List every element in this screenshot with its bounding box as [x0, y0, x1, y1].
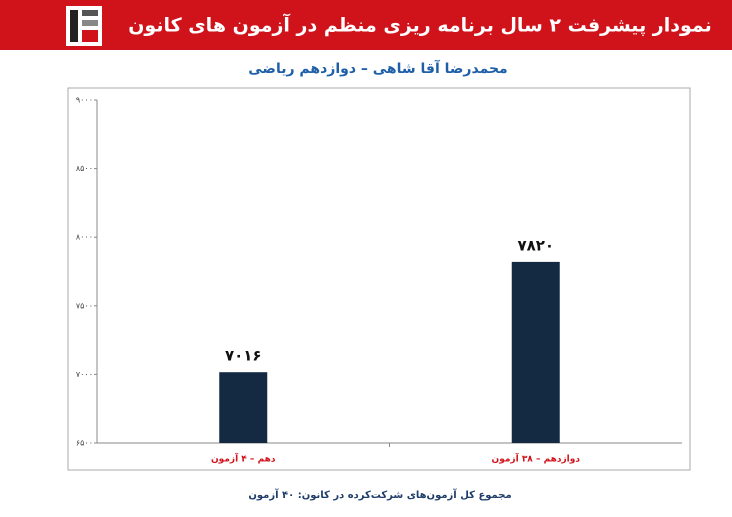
- y-tick-label: ۷۵۰۰: [76, 301, 93, 310]
- chart-subtitle: محمدرضا آقا شاهی – دوازدهم ریاضی: [248, 59, 507, 77]
- y-tick-label: ۹۰۰۰: [76, 96, 93, 105]
- footnote: مجموع کل آزمون‌های شرکت‌کرده در کانون: ۴…: [248, 488, 511, 501]
- x-tick-label: دوازدهم – ۳۸ آزمون: [492, 453, 581, 465]
- chart-frame: [67, 87, 691, 471]
- y-tick-label: ۶۵۰۰: [76, 439, 93, 448]
- y-tick-label: ۷۰۰۰: [76, 370, 93, 379]
- bar: [219, 372, 268, 443]
- logo: [66, 6, 102, 46]
- title-banner: [0, 0, 732, 50]
- data-label: ۷۰۱۶: [225, 347, 262, 365]
- x-tick-label: دهم – ۴ آزمون: [211, 453, 276, 465]
- y-tick-label: ۸۰۰۰: [76, 233, 93, 242]
- y-tick-label: ۸۵۰۰: [76, 164, 93, 173]
- chart-title: نمودار پیشرفت ۲ سال برنامه ریزی منظم در …: [128, 13, 712, 37]
- data-label: ۷۸۲۰: [517, 236, 554, 254]
- bar: [511, 261, 560, 443]
